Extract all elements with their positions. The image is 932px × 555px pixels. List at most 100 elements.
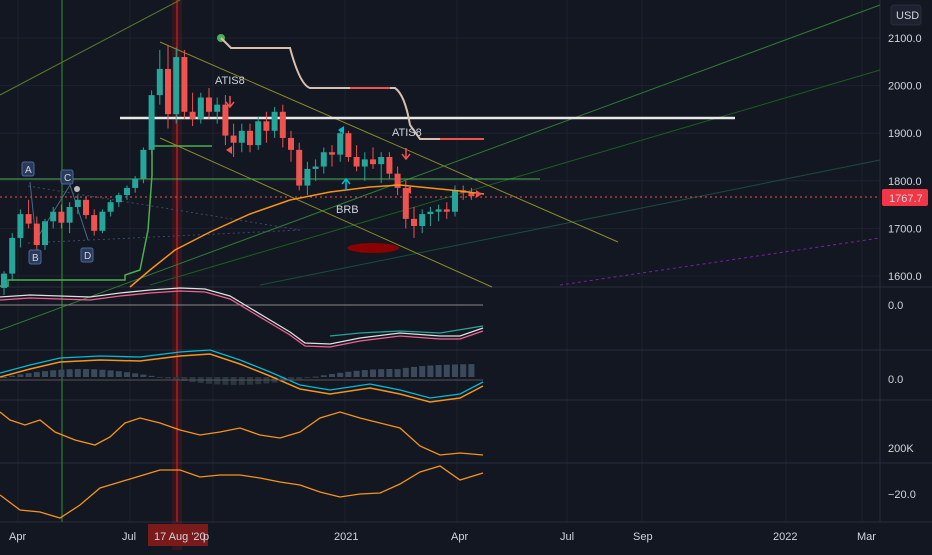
histogram-bar bbox=[165, 377, 171, 379]
histogram-bar bbox=[83, 369, 89, 377]
candle-body bbox=[140, 149, 147, 179]
histogram-bar bbox=[247, 377, 253, 385]
marker-triangle-icon bbox=[338, 126, 344, 134]
buy-arrow-icon bbox=[341, 177, 351, 190]
price-tick-label: 1700.0 bbox=[888, 223, 922, 235]
brb-label: BRB bbox=[336, 204, 359, 216]
histogram-bar bbox=[329, 374, 335, 377]
candle-body bbox=[206, 97, 212, 112]
histogram-bar bbox=[230, 377, 237, 385]
histogram-bar bbox=[58, 369, 65, 377]
long-trendline-green bbox=[0, 4, 881, 331]
candle-body bbox=[74, 199, 81, 207]
histogram-bar bbox=[107, 370, 114, 377]
candle-body bbox=[361, 159, 368, 167]
pattern-point-d: D bbox=[80, 247, 94, 263]
histogram-bar bbox=[304, 377, 311, 378]
osc3-tick-label: 200K bbox=[888, 443, 914, 455]
histogram-bar bbox=[443, 364, 450, 377]
price-tick-label: 2000.0 bbox=[888, 81, 922, 93]
channel-lower bbox=[159, 137, 493, 288]
time-tick-label: Jul bbox=[122, 531, 136, 543]
histogram-bar bbox=[115, 371, 122, 377]
candle-body bbox=[17, 214, 24, 238]
histogram-bar bbox=[427, 365, 434, 377]
candle-body bbox=[238, 130, 245, 143]
price-tick-label: 1900.0 bbox=[888, 128, 922, 140]
candle-body bbox=[304, 168, 311, 186]
candle-body bbox=[214, 104, 221, 112]
time-tick-label: Apr bbox=[451, 531, 468, 543]
osc2-signal-line bbox=[0, 353, 484, 403]
sell-arrow-icon bbox=[401, 148, 411, 161]
candle-body bbox=[83, 199, 89, 216]
candle-body bbox=[222, 104, 229, 136]
histogram-bar bbox=[91, 369, 98, 377]
candle-body bbox=[452, 190, 458, 212]
candle-body bbox=[189, 111, 196, 119]
pattern-marker-dot bbox=[74, 186, 80, 192]
histogram-bar bbox=[296, 377, 303, 380]
osc1-line-green bbox=[329, 325, 484, 337]
candles bbox=[1, 45, 475, 296]
currency-label: USD bbox=[896, 10, 919, 22]
histogram-bar bbox=[74, 369, 81, 377]
candle-body bbox=[370, 159, 376, 165]
candle-body bbox=[394, 173, 401, 188]
histogram-bar bbox=[361, 370, 368, 377]
long-trendline-top bbox=[0, 0, 181, 96]
sell-arrow-icon bbox=[225, 96, 235, 109]
histogram-bar bbox=[337, 372, 344, 377]
time-tick-label: Mar bbox=[857, 531, 876, 543]
pattern-point-b: B bbox=[28, 249, 42, 265]
histogram-bar bbox=[402, 367, 409, 377]
pattern-badge bbox=[28, 249, 42, 265]
price-axis: USD 2100.0 2000.0 1900.0 1800.0 1700.0 1600.0 1… bbox=[882, 4, 928, 283]
histogram-bar bbox=[320, 375, 327, 377]
target-zone-ellipse bbox=[347, 243, 399, 253]
marker-triangle-icon bbox=[476, 190, 482, 198]
candle-body bbox=[386, 157, 393, 174]
channel-upper bbox=[159, 41, 619, 243]
pattern-projection bbox=[27, 185, 301, 231]
pattern-badge-label: B bbox=[32, 253, 39, 264]
candle-body bbox=[296, 149, 303, 186]
candle-body bbox=[279, 111, 286, 138]
time-tick-label-partial: p bbox=[203, 531, 209, 543]
histogram-bar bbox=[99, 369, 106, 377]
pattern-point-c: C bbox=[60, 169, 74, 185]
candle-body bbox=[107, 202, 114, 212]
histogram-bar bbox=[66, 369, 73, 377]
crosshair-date-label: 17 Aug '20 bbox=[154, 531, 206, 543]
histogram-bar bbox=[460, 364, 467, 377]
candle-body bbox=[58, 211, 65, 223]
histogram-bar bbox=[173, 377, 180, 380]
histogram-bar bbox=[156, 377, 163, 378]
histogram-bar bbox=[124, 372, 130, 377]
histogram-bar bbox=[255, 377, 262, 385]
currency-badge bbox=[890, 4, 922, 26]
histogram-bar bbox=[353, 370, 360, 377]
candle-body bbox=[427, 211, 434, 215]
candle-body bbox=[255, 121, 262, 146]
candle-body bbox=[156, 68, 163, 96]
histogram-bar bbox=[419, 366, 426, 377]
candle-body bbox=[148, 95, 155, 150]
trailing-stop-green bbox=[0, 145, 212, 287]
candle-body bbox=[115, 195, 122, 203]
osc3-line bbox=[0, 411, 484, 456]
histogram-bar bbox=[1, 377, 7, 378]
moving-average-line bbox=[129, 184, 485, 288]
histogram-bar bbox=[345, 371, 352, 377]
crosshair-date-badge bbox=[148, 524, 208, 546]
histogram-bar bbox=[370, 369, 376, 377]
candle-body bbox=[468, 192, 475, 197]
osc2-tick-label: 0.0 bbox=[888, 374, 903, 386]
histogram-bar bbox=[394, 369, 401, 377]
histogram-bar bbox=[312, 376, 319, 378]
last-price-badge bbox=[882, 189, 928, 206]
time-axis: Apr Jul 2021 Apr Jul Sep 2022 Mar 17 Aug '20p bbox=[9, 524, 876, 546]
time-tick-label: 2022 bbox=[773, 531, 797, 543]
